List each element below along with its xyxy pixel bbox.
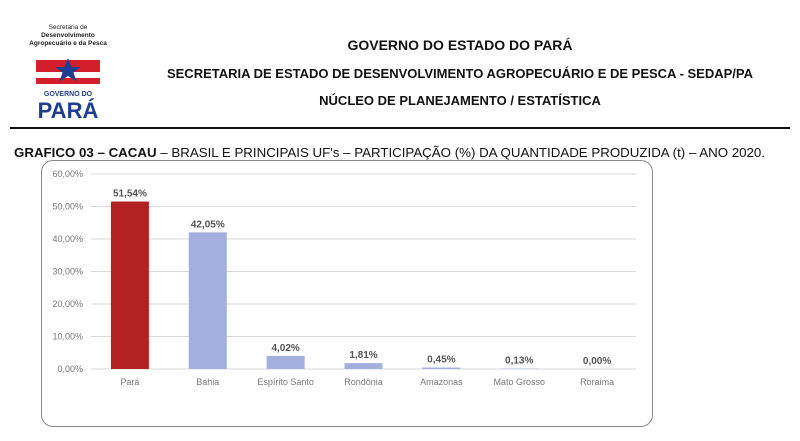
x-category-label: Rondônia	[344, 377, 383, 387]
bar-data-label: 42,05%	[191, 219, 225, 230]
x-category-label: Amazonas	[420, 377, 463, 387]
logo-text-line2: Desenvolvimento	[41, 32, 95, 39]
logo-governo-text: GOVERNO DO	[44, 91, 93, 98]
header-line-1: GOVERNO DO ESTADO DO PARÁ	[347, 37, 573, 53]
y-tick-label: 50,00%	[52, 202, 83, 212]
x-category-label: Mato Grosso	[493, 377, 545, 387]
y-tick-label: 30,00%	[52, 267, 83, 277]
logo-text-line1: Secretaria de	[48, 24, 88, 31]
sedap-logo: Secretaria de Desenvolvimento Agropecuár…	[18, 16, 128, 126]
x-category-label: Bahia	[196, 377, 219, 387]
header-divider	[10, 127, 790, 129]
graph-title-bold: GRAFICO 03 – CACAU	[14, 145, 157, 160]
graph-title-rest: – BRASIL E PRINCIPAIS UF's – PARTICIPAÇÃ…	[156, 145, 766, 160]
bar	[422, 367, 461, 369]
bar	[188, 232, 227, 369]
logo-para-text: PARÁ	[38, 98, 99, 123]
logo-text-line3: Agropecuário e da Pesca	[29, 40, 107, 47]
bar-data-label: 0,13%	[505, 356, 533, 367]
bar-data-label: 4,02%	[271, 343, 299, 354]
y-tick-label: 60,00%	[52, 169, 83, 179]
bar	[110, 201, 149, 369]
y-tick-label: 0,00%	[57, 364, 83, 374]
bar-data-label: 51,54%	[113, 188, 147, 199]
para-flag-icon: GOVERNO DO PARÁ	[36, 58, 100, 123]
header-line-3: NÚCLEO DE PLANEJAMENTO / ESTATÍSTICA	[319, 93, 601, 108]
graph-title: GRAFICO 03 – CACAU – BRASIL E PRINCIPAIS…	[14, 145, 765, 160]
x-category-label: Espírito Santo	[257, 377, 314, 387]
y-tick-label: 10,00%	[52, 332, 83, 342]
bar	[344, 363, 383, 369]
bar-chart: 0,00% 10,00% 20,00% 30,00% 40,00% 50,00% 60,00…	[52, 169, 636, 387]
x-category-label: Roraima	[580, 377, 614, 387]
bar	[266, 355, 305, 369]
x-category-label: Pará	[120, 377, 139, 387]
bar-data-label: 0,00%	[583, 356, 611, 367]
bar-data-label: 1,81%	[349, 350, 377, 361]
bar-data-label: 0,45%	[427, 355, 455, 366]
header-line-2: SECRETARIA DE ESTADO DE DESENVOLVIMENTO …	[166, 66, 754, 81]
y-tick-label: 40,00%	[52, 234, 83, 244]
chart-frame	[41, 160, 653, 427]
y-tick-label: 20,00%	[52, 299, 83, 309]
